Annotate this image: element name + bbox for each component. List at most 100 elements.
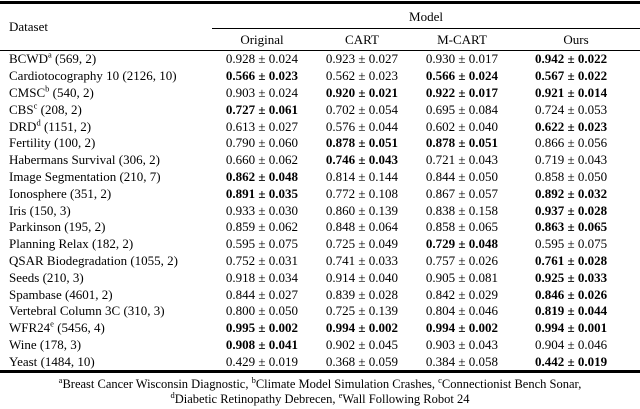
table-row: DRDd (1151, 2) 0.613 ± 0.027 0.576 ± 0.044… <box>0 118 640 135</box>
result-cell: 0.562 ± 0.023 <box>325 68 399 84</box>
dataset-cell: BCWDa (569, 2) <box>9 50 97 67</box>
dataset-cell: Planning Relax (182, 2) <box>9 236 134 252</box>
result-cell: 0.937 ± 0.028 <box>534 202 608 218</box>
dataset-cell: Parkinson (195, 2) <box>9 219 106 235</box>
result-cell: 0.746 ± 0.043 <box>325 152 399 168</box>
model-group-header: Model <box>212 2 640 29</box>
table-row: Yeast (1484, 10) 0.429 ± 0.019 0.368 ± 0.0… <box>0 353 640 371</box>
result-cell: 0.761 ± 0.028 <box>534 252 608 268</box>
result-cell: 0.891 ± 0.035 <box>225 185 299 201</box>
dataset-cell: CBSc (208, 2) <box>9 100 82 117</box>
dataset-cell: WFR24e (5456, 4) <box>9 318 105 336</box>
footnote-marker: d <box>36 117 41 128</box>
result-cell: 0.719 ± 0.043 <box>534 152 608 168</box>
result-cell: 0.902 ± 0.045 <box>325 336 399 352</box>
result-cell: 0.878 ± 0.051 <box>325 135 399 151</box>
table-body: BCWDa (569, 2) 0.928 ± 0.024 0.923 ± 0.027… <box>0 51 640 372</box>
footnote-marker: c <box>33 100 38 111</box>
column-header-mcart: M-CART <box>412 28 512 51</box>
table-row: Ionosphere (351, 2) 0.891 ± 0.035 0.772 ± … <box>0 185 640 202</box>
result-cell: 0.994 ± 0.002 <box>325 320 399 336</box>
table-row: CBSc (208, 2) 0.727 ± 0.061 0.702 ± 0.054 0… <box>0 101 640 118</box>
table-row: BCWDa (569, 2) 0.928 ± 0.024 0.923 ± 0.027… <box>0 51 640 68</box>
dataset-cell: Wine (178, 3) <box>9 336 82 352</box>
result-cell: 0.908 ± 0.041 <box>225 336 299 352</box>
result-cell: 0.866 ± 0.056 <box>534 135 608 151</box>
result-cell: 0.384 ± 0.058 <box>425 353 499 369</box>
result-cell: 0.995 ± 0.002 <box>225 320 299 336</box>
dataset-cell: Image Segmentation (210, 7) <box>9 168 161 184</box>
table-row: Fertility (100, 2) 0.790 ± 0.060 0.878 ± 0… <box>0 135 640 152</box>
table-row: Parkinson (195, 2) 0.859 ± 0.062 0.848 ± 0… <box>0 219 640 236</box>
dataset-cell: DRDd (1151, 2) <box>9 117 92 134</box>
result-cell: 0.729 ± 0.048 <box>425 236 499 252</box>
result-cell: 0.933 ± 0.030 <box>225 202 299 218</box>
result-cell: 0.725 ± 0.139 <box>325 303 399 319</box>
table-row: Iris (150, 3) 0.933 ± 0.030 0.860 ± 0.139 0… <box>0 202 640 219</box>
result-cell: 0.814 ± 0.144 <box>325 168 399 184</box>
dataset-cell: Yeast (1484, 10) <box>9 353 95 369</box>
result-cell: 0.923 ± 0.027 <box>325 51 399 67</box>
table-row: Seeds (210, 3) 0.918 ± 0.034 0.914 ± 0.040… <box>0 269 640 286</box>
table-row: CMSCb (540, 2) 0.903 ± 0.024 0.920 ± 0.021… <box>0 84 640 102</box>
result-cell: 0.576 ± 0.044 <box>325 118 399 134</box>
result-cell: 0.904 ± 0.046 <box>534 336 608 352</box>
footnote-marker: b <box>251 374 256 385</box>
result-cell: 0.905 ± 0.081 <box>425 269 499 285</box>
table-row: Vertebral Column 3C (310, 3) 0.800 ± 0.05… <box>0 303 640 320</box>
result-cell: 0.859 ± 0.062 <box>225 219 299 235</box>
result-cell: 0.920 ± 0.021 <box>325 84 399 100</box>
result-cell: 0.930 ± 0.017 <box>425 51 499 67</box>
dataset-cell: Spambase (4601, 2) <box>9 286 113 302</box>
result-cell: 0.567 ± 0.022 <box>534 68 608 84</box>
result-cell: 0.725 ± 0.049 <box>325 236 399 252</box>
footnote-marker: e <box>50 318 54 329</box>
result-cell: 0.914 ± 0.040 <box>325 269 399 285</box>
table-row: Wine (178, 3) 0.908 ± 0.041 0.902 ± 0.045 0… <box>0 337 640 354</box>
result-cell: 0.928 ± 0.024 <box>225 51 299 67</box>
result-cell: 0.860 ± 0.139 <box>325 202 399 218</box>
dataset-cell: Seeds (210, 3) <box>9 269 84 285</box>
result-cell: 0.602 ± 0.040 <box>425 118 499 134</box>
result-cell: 0.660 ± 0.062 <box>225 152 299 168</box>
result-cell: 0.846 ± 0.026 <box>534 286 608 302</box>
result-cell: 0.429 ± 0.019 <box>225 353 299 369</box>
table-row: QSAR Biodegradation (1055, 2) 0.752 ± 0.0… <box>0 253 640 270</box>
result-cell: 0.994 ± 0.001 <box>534 320 608 336</box>
table-row: Cardiotocography 10 (2126, 10) 0.566 ± 0.… <box>0 68 640 85</box>
result-cell: 0.921 ± 0.014 <box>534 84 608 100</box>
result-cell: 0.772 ± 0.108 <box>325 185 399 201</box>
dataset-cell: Vertebral Column 3C (310, 3) <box>9 303 165 319</box>
result-cell: 0.863 ± 0.065 <box>534 219 608 235</box>
dataset-cell: QSAR Biodegradation (1055, 2) <box>9 252 178 268</box>
result-cell: 0.566 ± 0.024 <box>425 68 499 84</box>
result-cell: 0.595 ± 0.075 <box>225 236 299 252</box>
result-cell: 0.903 ± 0.043 <box>425 336 499 352</box>
result-cell: 0.867 ± 0.057 <box>425 185 499 201</box>
results-table: Dataset Model Original CART M-CART Ours … <box>0 1 640 374</box>
result-cell: 0.839 ± 0.028 <box>325 286 399 302</box>
result-cell: 0.878 ± 0.051 <box>425 135 499 151</box>
result-cell: 0.942 ± 0.022 <box>534 51 608 67</box>
footnote-marker: a <box>58 374 63 385</box>
result-cell: 0.903 ± 0.024 <box>225 84 299 100</box>
column-header-cart: CART <box>312 28 412 51</box>
dataset-cell: Cardiotocography 10 (2126, 10) <box>9 68 177 84</box>
result-cell: 0.858 ± 0.050 <box>534 168 608 184</box>
result-cell: 0.922 ± 0.017 <box>425 84 499 100</box>
result-cell: 0.757 ± 0.026 <box>425 252 499 268</box>
dataset-cell: Ionosphere (351, 2) <box>9 185 112 201</box>
column-header-ours: Ours <box>512 28 640 51</box>
dataset-cell: Iris (150, 3) <box>9 202 71 218</box>
result-cell: 0.613 ± 0.027 <box>225 118 299 134</box>
footnote-line: dDiabetic Retinopathy Debrecen, eWall Fo… <box>170 389 470 407</box>
footnote-marker: c <box>438 374 442 385</box>
table-row: Image Segmentation (210, 7) 0.862 ± 0.048… <box>0 169 640 186</box>
dataset-cell: Fertility (100, 2) <box>9 135 96 151</box>
footnote-marker: a <box>48 50 52 61</box>
result-cell: 0.844 ± 0.050 <box>425 168 499 184</box>
result-cell: 0.752 ± 0.031 <box>225 252 299 268</box>
result-cell: 0.862 ± 0.048 <box>225 168 299 184</box>
result-cell: 0.442 ± 0.019 <box>534 353 608 369</box>
